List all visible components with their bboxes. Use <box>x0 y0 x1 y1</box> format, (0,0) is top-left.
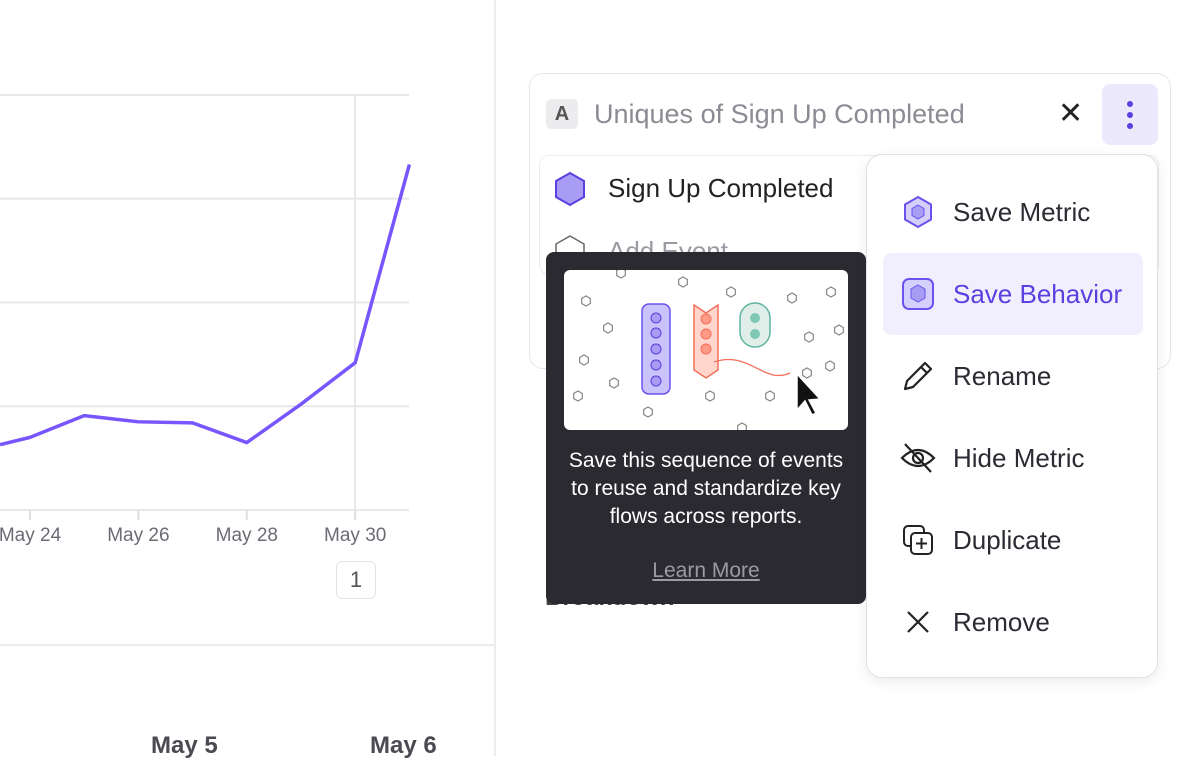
options-menu: Save Metric Save Behavior Rename Hide Me… <box>866 154 1158 678</box>
x-tick-label: May 26 <box>107 525 170 546</box>
panel-divider <box>494 0 496 756</box>
hexagon-dot <box>825 360 835 372</box>
line-chart <box>0 94 412 520</box>
behavior-illustration <box>564 270 848 430</box>
menu-item-save-metric[interactable]: Save Metric <box>883 171 1143 253</box>
close-icon[interactable]: ✕ <box>1058 97 1084 130</box>
x-tick-label: May 28 <box>215 525 278 546</box>
hexagon-dot <box>581 295 591 307</box>
hexagon-dot <box>737 422 747 430</box>
duplicate-icon <box>883 523 953 557</box>
divider <box>0 644 494 646</box>
hexagon-dot <box>705 390 715 402</box>
pencil-icon <box>883 358 953 394</box>
add-event-icon <box>555 235 585 254</box>
event-hexagon-icon <box>555 171 585 207</box>
menu-item-duplicate[interactable]: Duplicate <box>883 499 1143 581</box>
x-tick-label: May 24 <box>0 525 62 546</box>
x-tick-label: May 30 <box>324 525 387 546</box>
bottom-date: May 6 <box>370 732 437 759</box>
hexagon-dot <box>804 331 814 343</box>
series-line <box>0 164 412 447</box>
hexagon-dot <box>643 406 653 418</box>
hexagon-dot <box>802 367 812 379</box>
tooltip-text: Save this sequence of events to reuse an… <box>568 449 844 528</box>
eye-off-icon <box>883 440 953 476</box>
menu-item-remove[interactable]: Remove <box>883 581 1143 663</box>
hexagon-stack-icon <box>883 277 953 311</box>
menu-item-save-behavior[interactable]: Save Behavior <box>883 253 1143 335</box>
close-icon <box>883 607 953 637</box>
menu-item-rename[interactable]: Rename <box>883 335 1143 417</box>
hexagon-dot <box>573 390 583 402</box>
hexagon-dot <box>579 354 589 366</box>
learn-more-link[interactable]: Learn More <box>652 559 760 582</box>
hexagon-dot <box>826 286 836 298</box>
hexagon-dot <box>609 377 619 389</box>
hexagon-dot <box>726 286 736 298</box>
hexagon-dot <box>678 276 688 288</box>
hexagon-dot <box>603 322 613 334</box>
hexagon-icon <box>883 195 953 229</box>
metric-letter-badge: A <box>546 99 578 129</box>
event-name[interactable]: Sign Up Completed <box>608 173 834 203</box>
bottom-date: May 5 <box>151 732 218 759</box>
metric-title[interactable]: Uniques of Sign Up Completed <box>594 99 965 129</box>
more-options-button[interactable] <box>1102 84 1158 145</box>
menu-item-hide-metric[interactable]: Hide Metric <box>883 417 1143 499</box>
hexagon-dot <box>616 270 626 279</box>
hexagon-dot <box>787 292 797 304</box>
hexagon-dot <box>834 324 844 336</box>
hexagon-dot <box>765 390 775 402</box>
annotation-badge[interactable]: 1 <box>336 561 376 599</box>
